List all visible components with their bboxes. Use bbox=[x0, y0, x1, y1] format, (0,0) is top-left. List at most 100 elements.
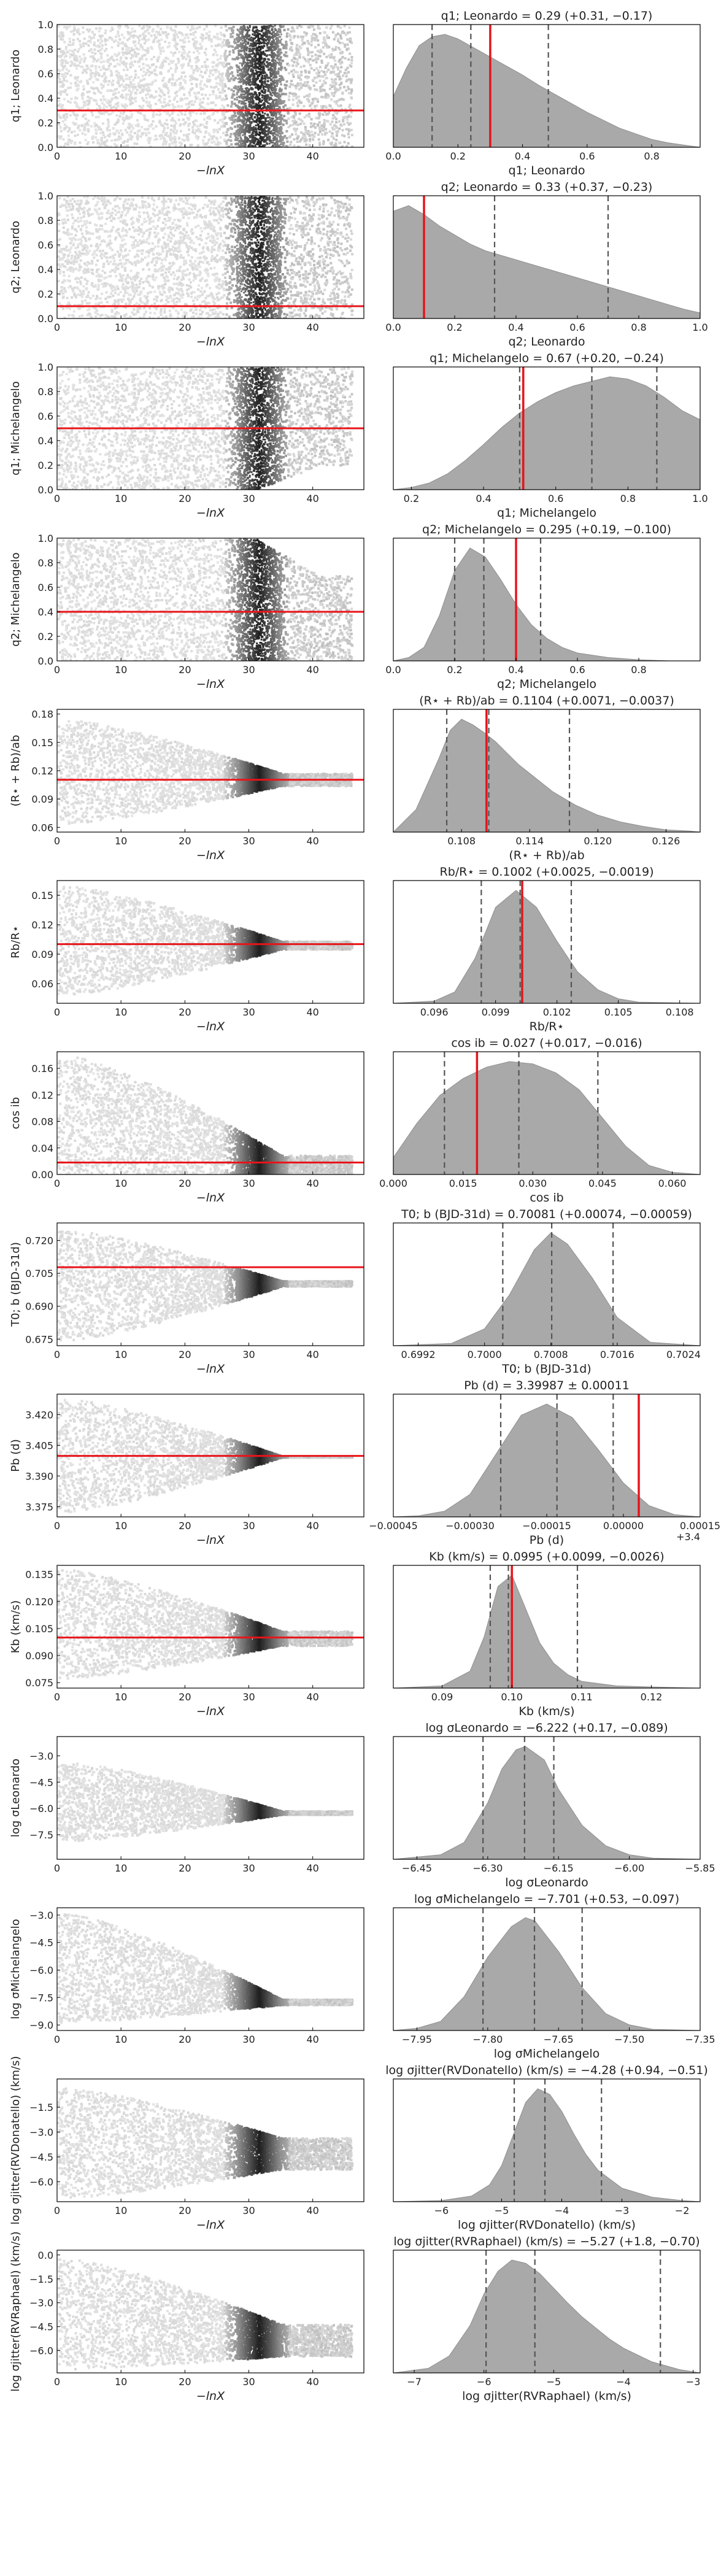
x-tick-label: 1.0 bbox=[692, 322, 708, 333]
nested-sampling-points bbox=[57, 1913, 353, 2024]
x-tick-label: 40 bbox=[306, 493, 318, 504]
x-tick-label: 0.126 bbox=[652, 835, 681, 847]
x-axis-label: q2; Michelangelo bbox=[497, 677, 596, 691]
posterior-title: log σLeonardo = −6.222 (+0.17, −0.089) bbox=[425, 1721, 668, 1735]
trace-panel-4: 0.060.090.120.150.180 10 20 30 40−lnX(R⋆ + R… bbox=[9, 709, 364, 862]
x-tick-label: −5.85 bbox=[685, 1862, 715, 1874]
y-tick-label: −1.5 bbox=[29, 2273, 53, 2285]
x-tick-label: 10 bbox=[115, 1006, 127, 1018]
y-tick-label: 0.08 bbox=[31, 1116, 53, 1128]
posterior-title: cos ib = 0.027 (+0.017, −0.016) bbox=[451, 1036, 642, 1050]
x-tick-label: 30 bbox=[242, 2205, 255, 2216]
x-tick-label: 0.0 bbox=[385, 322, 401, 333]
x-tick-label: 0 bbox=[54, 1862, 60, 1874]
y-tick-label: 0.8 bbox=[38, 557, 53, 569]
x-tick-label: 0.2 bbox=[450, 150, 466, 162]
x-tick-label: 20 bbox=[179, 1862, 191, 1874]
y-axis-label: log σMichelangelo bbox=[9, 1919, 22, 2019]
x-tick-label: 0.108 bbox=[447, 835, 476, 847]
posterior-density bbox=[393, 1233, 700, 1346]
y-tick-label: 3.390 bbox=[25, 1470, 53, 1482]
x-tick-label: 0.4 bbox=[508, 664, 523, 676]
x-tick-label: 30 bbox=[242, 150, 255, 162]
y-tick-label: 0.2 bbox=[38, 288, 53, 300]
x-tick-label: 40 bbox=[306, 2034, 318, 2045]
x-tick-label: 30 bbox=[242, 1691, 255, 1703]
x-axis-label: log σjitter(RVRaphael) (km/s) bbox=[462, 2389, 631, 2403]
nested-sampling-points bbox=[57, 196, 353, 321]
y-tick-label: −4.5 bbox=[29, 2321, 53, 2333]
y-tick-label: −3.0 bbox=[29, 1750, 53, 1762]
y-tick-label: 0.6 bbox=[38, 239, 53, 251]
y-tick-label: 0.6 bbox=[38, 68, 53, 80]
posterior-panel-0: q1; Leonardo = 0.29 (+0.31, −0.17)0.0 0.2… bbox=[385, 9, 700, 177]
x-tick-label: 40 bbox=[306, 1006, 318, 1018]
x-tick-label: 10 bbox=[115, 664, 127, 676]
x-tick-label: 0 bbox=[54, 493, 60, 504]
x-tick-label: 0.2 bbox=[447, 664, 462, 676]
x-tick-label: −7.95 bbox=[402, 2034, 432, 2045]
x-tick-label: 20 bbox=[179, 664, 191, 676]
x-tick-label: 10 bbox=[115, 2376, 127, 2388]
x-tick-label: 20 bbox=[179, 1691, 191, 1703]
y-tick-label: 0.2 bbox=[38, 631, 53, 642]
nested-sampling-points bbox=[57, 1057, 353, 1177]
posterior-panel-2: q1; Michelangelo = 0.67 (+0.20, −0.24)0.… bbox=[393, 352, 708, 520]
nested-sampling-points bbox=[57, 885, 353, 995]
x-tick-label: 0.11 bbox=[571, 1691, 593, 1703]
y-tick-label: 0.00 bbox=[31, 1169, 53, 1181]
x-tick-label: 0.4 bbox=[476, 493, 491, 504]
posterior-panel-10: log σLeonardo = −6.222 (+0.17, −0.089) −6… bbox=[393, 1721, 715, 1889]
posterior-panel-4: (R⋆ + Rb)/ab = 0.1104 (+0.0071, −0.0037)… bbox=[393, 694, 700, 862]
y-tick-label: −3.0 bbox=[29, 2297, 53, 2309]
x-tick-label: 40 bbox=[306, 1862, 318, 1874]
x-tick-label: 0.060 bbox=[658, 1178, 687, 1189]
y-axis-label: Kb (km/s) bbox=[9, 1600, 22, 1653]
y-tick-label: 0.15 bbox=[31, 737, 53, 749]
x-tick-label: 0 bbox=[54, 835, 60, 847]
posterior-title: (R⋆ + Rb)/ab = 0.1104 (+0.0071, −0.0037) bbox=[419, 694, 674, 708]
x-tick-label: 40 bbox=[306, 1349, 318, 1360]
y-tick-label: 0.0 bbox=[38, 313, 53, 325]
y-axis-label: Pb (d) bbox=[9, 1439, 22, 1471]
trace-frame bbox=[57, 709, 364, 832]
y-axis-label: log σLeonardo bbox=[9, 1759, 22, 1837]
posterior-panel-12: log σjitter(RVDonatello) (km/s) = −4.28 … bbox=[385, 2064, 708, 2232]
posterior-panel-8: Pb (d) = 3.39987 ± 0.00011−0.00045 −0.000… bbox=[369, 1379, 720, 1547]
x-tick-label: 0.000 bbox=[379, 1178, 407, 1189]
y-tick-label: 3.375 bbox=[25, 1501, 53, 1513]
x-tick-label: 10 bbox=[115, 2034, 127, 2045]
y-tick-label: 0.075 bbox=[25, 1677, 53, 1689]
x-tick-label: 0.09 bbox=[431, 1691, 453, 1703]
y-tick-label: 0.04 bbox=[31, 1143, 53, 1154]
y-tick-label: −7.5 bbox=[29, 1829, 53, 1841]
x-tick-label: 0.2 bbox=[404, 493, 419, 504]
y-tick-label: 0.8 bbox=[38, 44, 53, 55]
x-tick-label: 0.0 bbox=[385, 664, 401, 676]
x-tick-label: 0.6 bbox=[579, 150, 595, 162]
x-tick-label: 0.4 bbox=[515, 150, 530, 162]
x-tick-label: 0.10 bbox=[501, 1691, 523, 1703]
y-tick-label: −3.0 bbox=[29, 1910, 53, 1921]
y-tick-label: 0.690 bbox=[25, 1301, 53, 1313]
x-tick-label: 40 bbox=[306, 150, 318, 162]
x-tick-label: 0.00015 bbox=[680, 1520, 720, 1532]
posterior-title: T0; b (BJD-31d) = 0.70081 (+0.00074, −0.… bbox=[401, 1208, 692, 1221]
y-tick-label: 0.09 bbox=[31, 793, 53, 805]
posterior-title: log σMichelangelo = −7.701 (+0.53, −0.09… bbox=[414, 1892, 679, 1906]
posterior-title: Pb (d) = 3.39987 ± 0.00011 bbox=[464, 1379, 630, 1392]
y-tick-label: 1.0 bbox=[38, 190, 53, 202]
nested-sampling-points bbox=[57, 538, 353, 663]
x-tick-label: −0.00030 bbox=[445, 1520, 495, 1532]
x-tick-label: 0 bbox=[54, 2205, 60, 2216]
posterior-panel-3: q2; Michelangelo = 0.295 (+0.19, −0.100)… bbox=[385, 523, 700, 691]
x-tick-label: −6.15 bbox=[544, 1862, 574, 1874]
posterior-density bbox=[393, 1404, 700, 1517]
y-tick-label: 0.0 bbox=[38, 142, 53, 153]
x-tick-label: 0.105 bbox=[604, 1006, 633, 1018]
x-tick-label: −4 bbox=[616, 2376, 631, 2388]
posterior-title: Rb/R⋆ = 0.1002 (+0.0025, −0.0019) bbox=[440, 865, 654, 879]
